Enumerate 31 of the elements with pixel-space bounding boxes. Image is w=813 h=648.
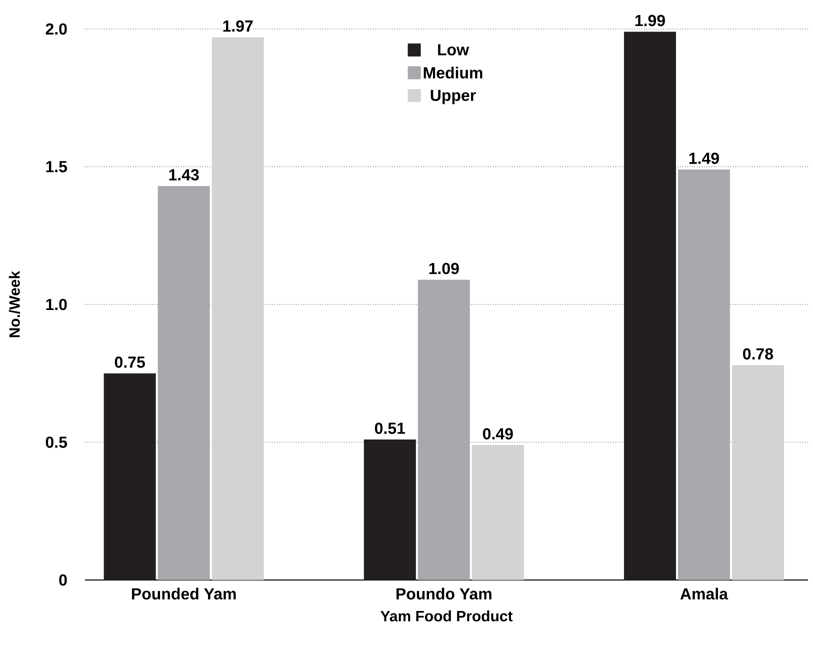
data-label: 0.51	[374, 422, 406, 434]
data-label: 1.43	[169, 169, 199, 180]
bar	[732, 365, 784, 580]
data-label: 0.49	[482, 428, 513, 440]
bar	[624, 32, 676, 580]
data-label: 1.09	[429, 262, 459, 274]
y-tick-label: 1.5	[46, 161, 68, 172]
bar	[364, 439, 416, 580]
y-tick-label: 1.0	[46, 298, 67, 310]
y-tick-label: 0	[59, 574, 67, 586]
data-label: 1.49	[689, 152, 719, 164]
data-label: 1.99	[635, 14, 665, 26]
x-tick-label: Pounded Yam	[132, 588, 236, 600]
data-label: 0.78	[743, 348, 774, 360]
bar	[104, 373, 156, 580]
bar	[472, 445, 524, 580]
bar	[158, 186, 210, 580]
y-tick-label: 0.5	[46, 436, 68, 448]
data-label: 0.75	[114, 356, 145, 368]
x-tick-label: Poundo Yam	[396, 588, 492, 600]
legend-label: Low	[438, 44, 470, 56]
bar	[678, 170, 730, 580]
y-tick-label: 2.0	[46, 23, 67, 35]
bar	[418, 280, 470, 580]
legend-label: Upper	[430, 90, 476, 104]
legend-label: Medium	[424, 66, 482, 78]
x-axis-title: Yam Food Product	[380, 610, 513, 622]
bar	[212, 37, 264, 580]
x-tick-label: Amala	[680, 588, 728, 600]
data-label: 1.97	[223, 20, 253, 32]
y-axis-title: No./Week	[8, 270, 20, 338]
